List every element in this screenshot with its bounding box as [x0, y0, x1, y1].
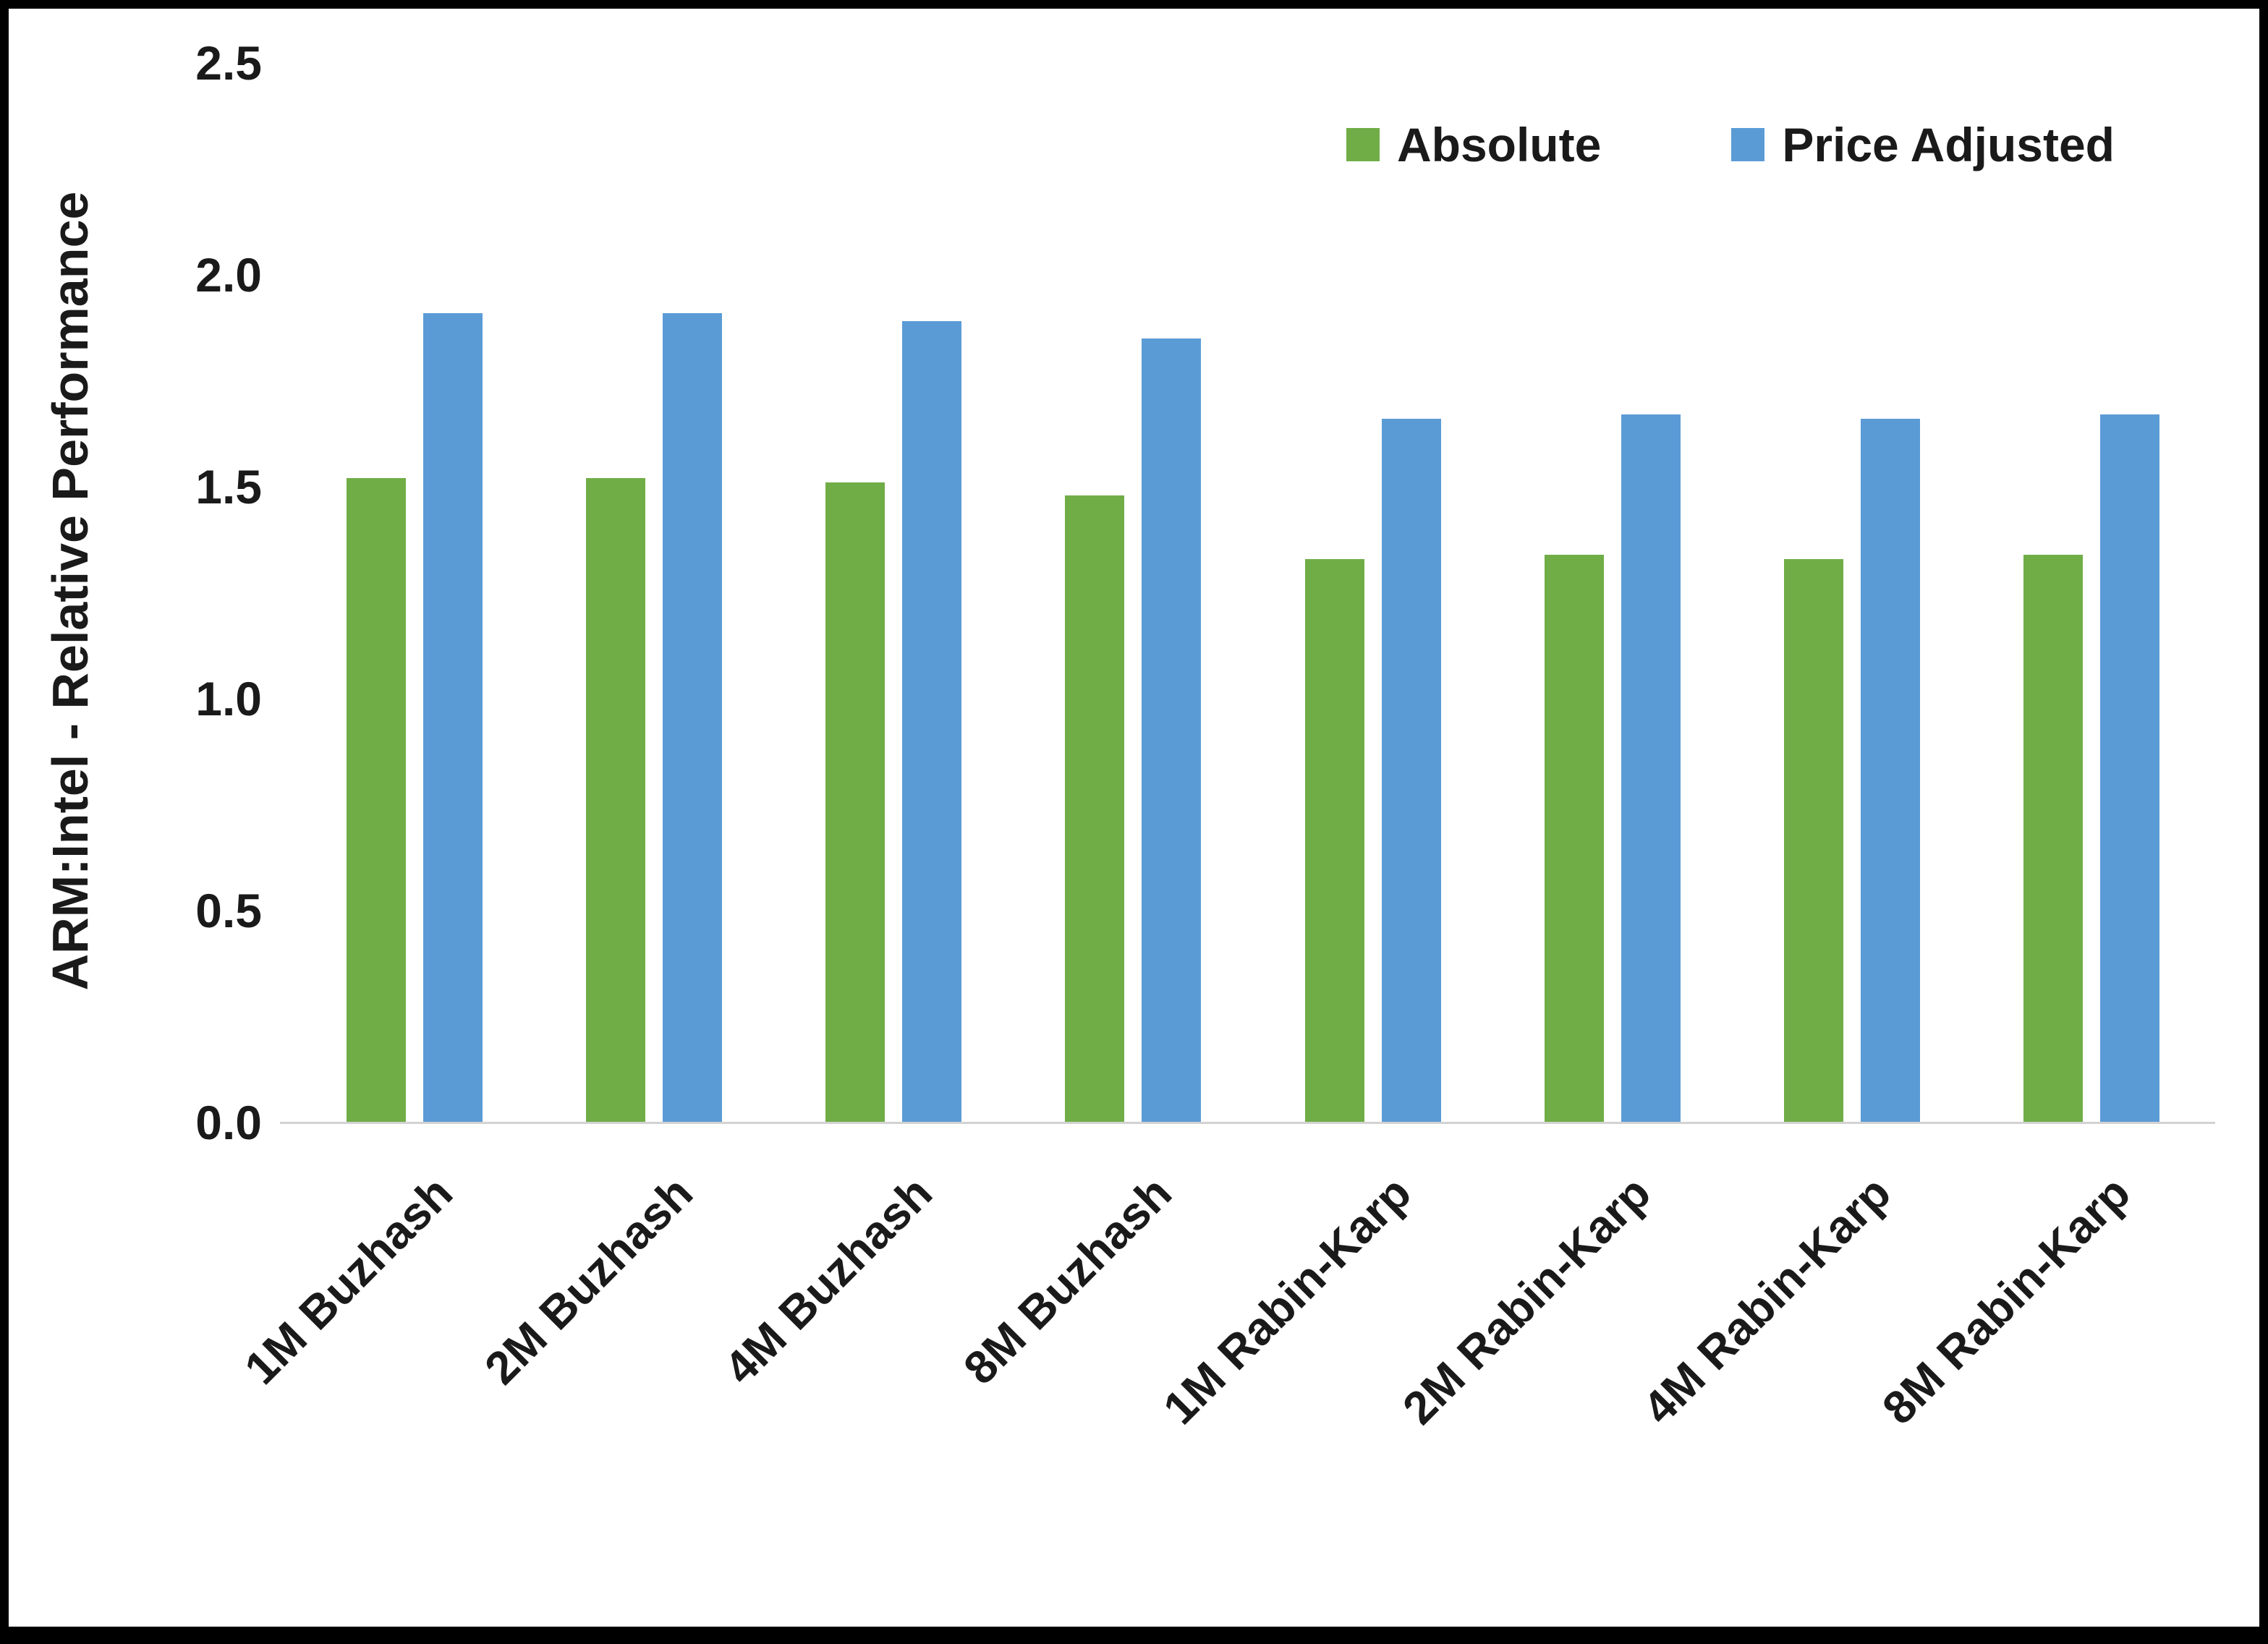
x-tick-label-4m-rabin-karp: 4M Rabin-Karp	[1632, 1166, 1900, 1434]
bar-absolute-8m-buzhash	[1065, 495, 1125, 1123]
legend-item-price-adjusted: Price Adjusted	[1731, 117, 2115, 172]
bar-absolute-4m-rabin-karp	[1784, 558, 1844, 1123]
bar-price-adjusted-8m-buzhash	[1142, 338, 1202, 1123]
bar-group-2m-rabin-karp	[1492, 63, 1732, 1123]
bar-absolute-1m-rabin-karp	[1304, 558, 1364, 1123]
y-tick-label-2-0: 2.0	[195, 248, 262, 302]
y-axis: 0.0 0.5 1.0 1.5 2.0 2.5	[88, 37, 262, 1149]
bar-absolute-1m-buzhash	[346, 478, 406, 1123]
bar-absolute-2m-buzhash	[585, 478, 645, 1123]
legend-label-absolute: Absolute	[1396, 118, 1602, 171]
x-tick-label-8m-rabin-karp: 8M Rabin-Karp	[1872, 1166, 2140, 1434]
bar-group-8m-rabin-karp	[1972, 63, 2212, 1123]
y-tick-label-1-0: 1.0	[195, 672, 262, 725]
bar-group-2m-buzhash	[534, 63, 773, 1123]
x-axis-labels: 1M Buzhash 2M Buzhash 4M Buzhash 8M Buzhash…	[234, 1143, 2212, 1606]
x-tick-label-8m-buzhash: 8M Buzhash	[954, 1166, 1181, 1394]
bar-absolute-4m-buzhash	[825, 482, 885, 1123]
x-axis-line	[280, 1122, 2215, 1124]
bar-absolute-8m-rabin-karp	[2023, 554, 2084, 1123]
bar-group-4m-rabin-karp	[1733, 63, 1972, 1123]
bar-price-adjusted-8m-rabin-karp	[2100, 414, 2160, 1123]
legend-item-absolute: Absolute	[1346, 117, 1601, 172]
x-tick-label-1m-rabin-karp: 1M Rabin-Karp	[1153, 1166, 1422, 1434]
y-tick-label-0-5: 0.5	[195, 884, 262, 937]
bar-group-4m-buzhash	[774, 63, 1014, 1123]
plot-area	[280, 63, 2215, 1124]
x-tick-label-2m-rabin-karp: 2M Rabin-Karp	[1393, 1166, 1661, 1434]
legend: Absolute Price Adjusted	[1346, 117, 2115, 172]
legend-swatch-absolute-icon	[1346, 128, 1380, 161]
bar-group-1m-buzhash	[294, 63, 534, 1123]
bar-price-adjusted-1m-rabin-karp	[1381, 419, 1441, 1123]
legend-label-price-adjusted: Price Adjusted	[1782, 118, 2115, 171]
y-tick-label-0-0: 0.0	[195, 1096, 262, 1149]
bar-group-1m-rabin-karp	[1253, 63, 1492, 1123]
bar-group-8m-buzhash	[1014, 63, 1253, 1123]
bar-price-adjusted-1m-buzhash	[422, 312, 483, 1123]
bar-price-adjusted-4m-buzhash	[902, 321, 962, 1123]
x-tick-label-4m-buzhash: 4M Buzhash	[713, 1166, 942, 1394]
bar-price-adjusted-2m-buzhash	[662, 312, 722, 1123]
bar-price-adjusted-4m-rabin-karp	[1861, 419, 1921, 1123]
bar-price-adjusted-2m-rabin-karp	[1621, 414, 1681, 1123]
y-tick-label-2-5: 2.5	[195, 36, 262, 90]
bar-series	[294, 63, 2212, 1123]
legend-swatch-price-adjusted-icon	[1731, 128, 1765, 161]
x-tick-label-1m-buzhash: 1M Buzhash	[234, 1166, 463, 1394]
y-tick-label-1-5: 1.5	[195, 460, 262, 514]
bar-absolute-2m-rabin-karp	[1544, 554, 1604, 1123]
x-tick-label-2m-buzhash: 2M Buzhash	[474, 1166, 702, 1394]
